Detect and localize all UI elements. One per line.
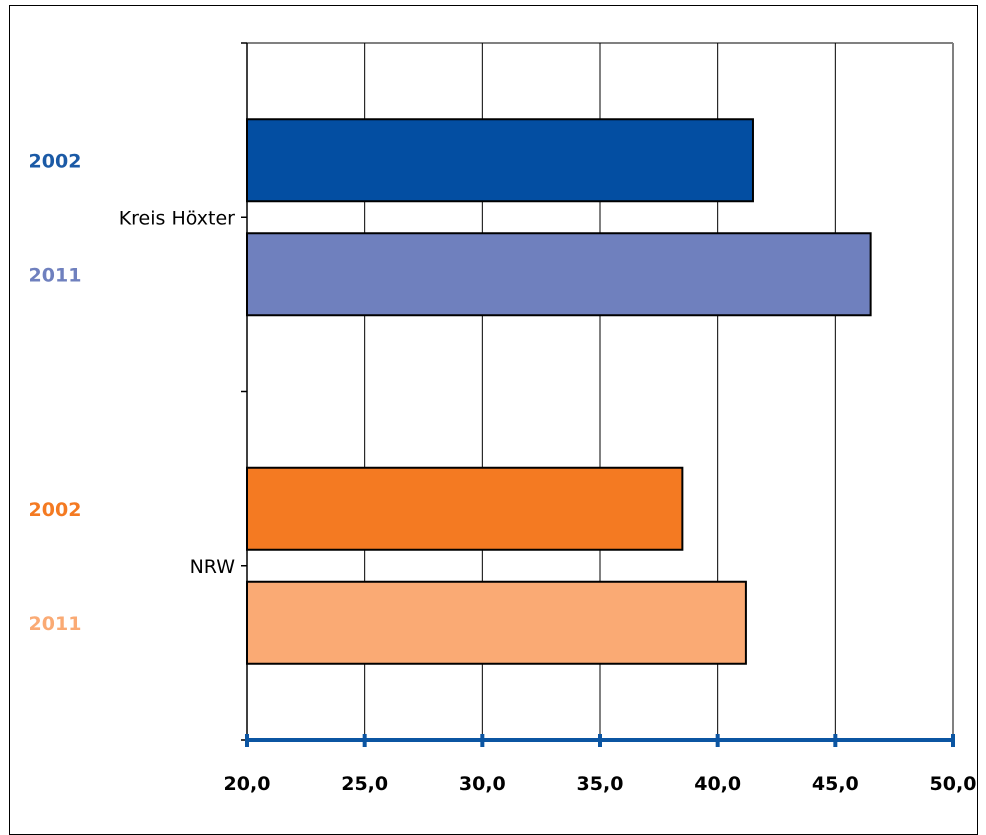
bar: [246, 466, 684, 551]
category-label: NRW: [190, 556, 236, 578]
x-tick-label: 30,0: [459, 773, 506, 795]
bar-chart: 2002 2011 Kreis Höxter 2002 2011 NRW 20,0 25,0 3…: [29, 42, 977, 795]
series-label: 2011: [29, 613, 82, 635]
x-tick-label: 50,0: [930, 773, 977, 795]
axes: [241, 42, 955, 747]
labels: 2002 2011 Kreis Höxter 2002 2011 NRW 20,0 25,0 3…: [29, 150, 977, 795]
x-tick-label: 45,0: [812, 773, 859, 795]
series-label: 2002: [29, 499, 82, 521]
bars: [246, 118, 872, 665]
category-label: Kreis Höxter: [119, 207, 235, 229]
series-label: 2002: [29, 150, 82, 172]
bar: [246, 232, 872, 317]
series-label: 2011: [29, 264, 82, 286]
x-tick-label: 25,0: [341, 773, 388, 795]
x-tick-label: 20,0: [224, 773, 271, 795]
bar: [246, 580, 747, 665]
bar: [246, 118, 754, 203]
x-tick-label: 40,0: [694, 773, 741, 795]
x-tick-label: 35,0: [577, 773, 624, 795]
